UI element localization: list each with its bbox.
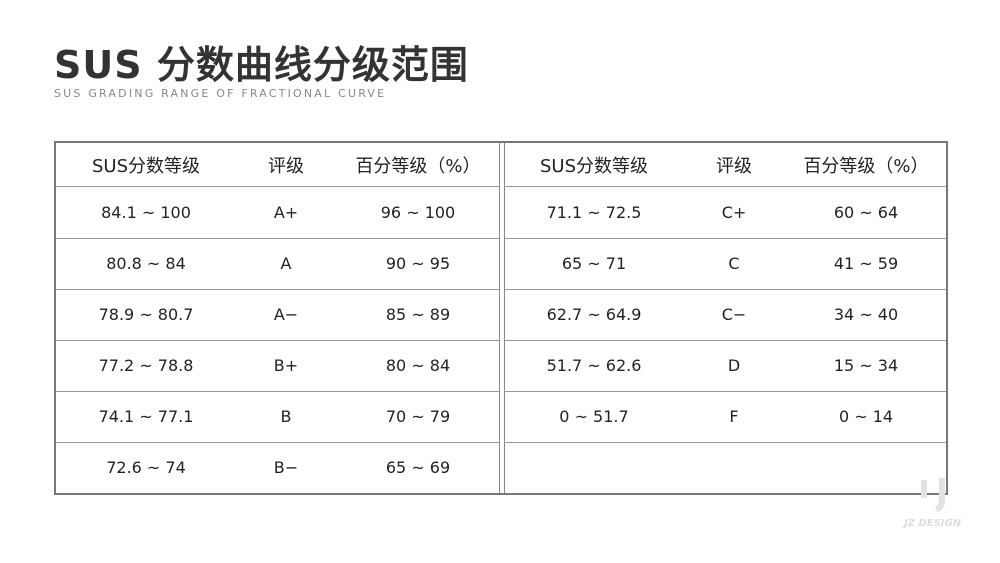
table-row: 51.7 ~ 62.6 D 15 ~ 34 <box>504 340 946 392</box>
table-cell: 72.6 ~ 74 <box>106 458 186 477</box>
table-cell: B <box>280 407 292 426</box>
table-cell: B+ <box>273 356 299 375</box>
table-cell: 65 ~ 71 <box>561 254 627 273</box>
column-header: SUS分数等级 <box>91 155 201 177</box>
column-header: 评级 <box>716 155 752 177</box>
table-right-half: SUS分数等级 评级 百分等级（%） 71.1 ~ 72.5 C+ 60 ~ 64 65 ~… <box>504 143 946 493</box>
table-cell: 65 ~ 69 <box>385 458 451 477</box>
table-cell: 51.7 ~ 62.6 <box>546 356 642 375</box>
column-header: 评级 <box>268 155 304 177</box>
table-cell: 90 ~ 95 <box>385 254 451 273</box>
table-row: 62.7 ~ 64.9 C− 34 ~ 40 <box>504 289 946 341</box>
table-row: 71.1 ~ 72.5 C+ 60 ~ 64 <box>504 187 946 239</box>
table-cell: 71.1 ~ 72.5 <box>546 203 642 222</box>
table-cell <box>504 442 684 493</box>
table-cell: 0 ~ 51.7 <box>559 407 629 426</box>
table-cell: A+ <box>273 203 299 222</box>
table-row <box>504 442 946 493</box>
table-cell: C <box>728 254 740 273</box>
table-left-half: SUS分数等级 评级 百分等级（%） 84.1 ~ 100 A+ 96 ~ 100 80.8… <box>56 143 500 493</box>
table-cell: A <box>280 254 292 273</box>
divider <box>499 143 500 493</box>
table-cell: 34 ~ 40 <box>833 305 899 324</box>
table-cell: 41 ~ 59 <box>833 254 899 273</box>
table-cell: A− <box>273 305 299 324</box>
sus-grading-table: SUS分数等级 评级 百分等级（%） 84.1 ~ 100 A+ 96 ~ 100 80.8… <box>54 141 948 495</box>
table-cell: 78.9 ~ 80.7 <box>98 305 194 324</box>
table-cell: 80 ~ 84 <box>385 356 451 375</box>
watermark-text: JZ DESIGN <box>904 518 962 529</box>
table-row: 65 ~ 71 C 41 ~ 59 <box>504 238 946 290</box>
table-cell: 62.7 ~ 64.9 <box>546 305 642 324</box>
column-header: 百分等级（%） <box>355 155 481 177</box>
table-cell: F <box>729 407 739 426</box>
table-row: 80.8 ~ 84 A 90 ~ 95 <box>56 238 500 290</box>
table-cell: 77.2 ~ 78.8 <box>98 356 194 375</box>
table-cell: 15 ~ 34 <box>833 356 899 375</box>
table-row: 74.1 ~ 77.1 B 70 ~ 79 <box>56 391 500 443</box>
table-row: 84.1 ~ 100 A+ 96 ~ 100 <box>56 187 500 239</box>
table-row: 77.2 ~ 78.8 B+ 80 ~ 84 <box>56 340 500 392</box>
divider <box>504 143 505 493</box>
table-header-row: SUS分数等级 评级 百分等级（%） <box>504 143 946 187</box>
page-subtitle: SUS GRADING RANGE OF FRACTIONAL CURVE <box>54 87 387 100</box>
table-cell: 80.8 ~ 84 <box>106 254 186 273</box>
page-title: SUS 分数曲线分级范围 <box>54 43 469 87</box>
table-cell: 85 ~ 89 <box>385 305 451 324</box>
table-row: 78.9 ~ 80.7 A− 85 ~ 89 <box>56 289 500 341</box>
table-header-row: SUS分数等级 评级 百分等级（%） <box>56 143 500 187</box>
table-cell <box>684 442 784 493</box>
table-cell: 70 ~ 79 <box>385 407 451 426</box>
table-cell: B− <box>273 458 299 477</box>
table-row: 0 ~ 51.7 F 0 ~ 14 <box>504 391 946 443</box>
table-cell: 0 ~ 14 <box>838 407 894 426</box>
table-cell: 96 ~ 100 <box>380 203 456 222</box>
table-cell: 60 ~ 64 <box>833 203 899 222</box>
table-row: 72.6 ~ 74 B− 65 ~ 69 <box>56 442 500 493</box>
jz-design-logo-icon <box>921 478 945 512</box>
table-cell: C+ <box>721 203 747 222</box>
column-header: 百分等级（%） <box>803 155 929 177</box>
table-cell: 84.1 ~ 100 <box>101 203 191 222</box>
table-cell: C− <box>721 305 747 324</box>
table-cell: 74.1 ~ 77.1 <box>98 407 194 426</box>
column-header: SUS分数等级 <box>539 155 649 177</box>
table-cell: D <box>727 356 741 375</box>
